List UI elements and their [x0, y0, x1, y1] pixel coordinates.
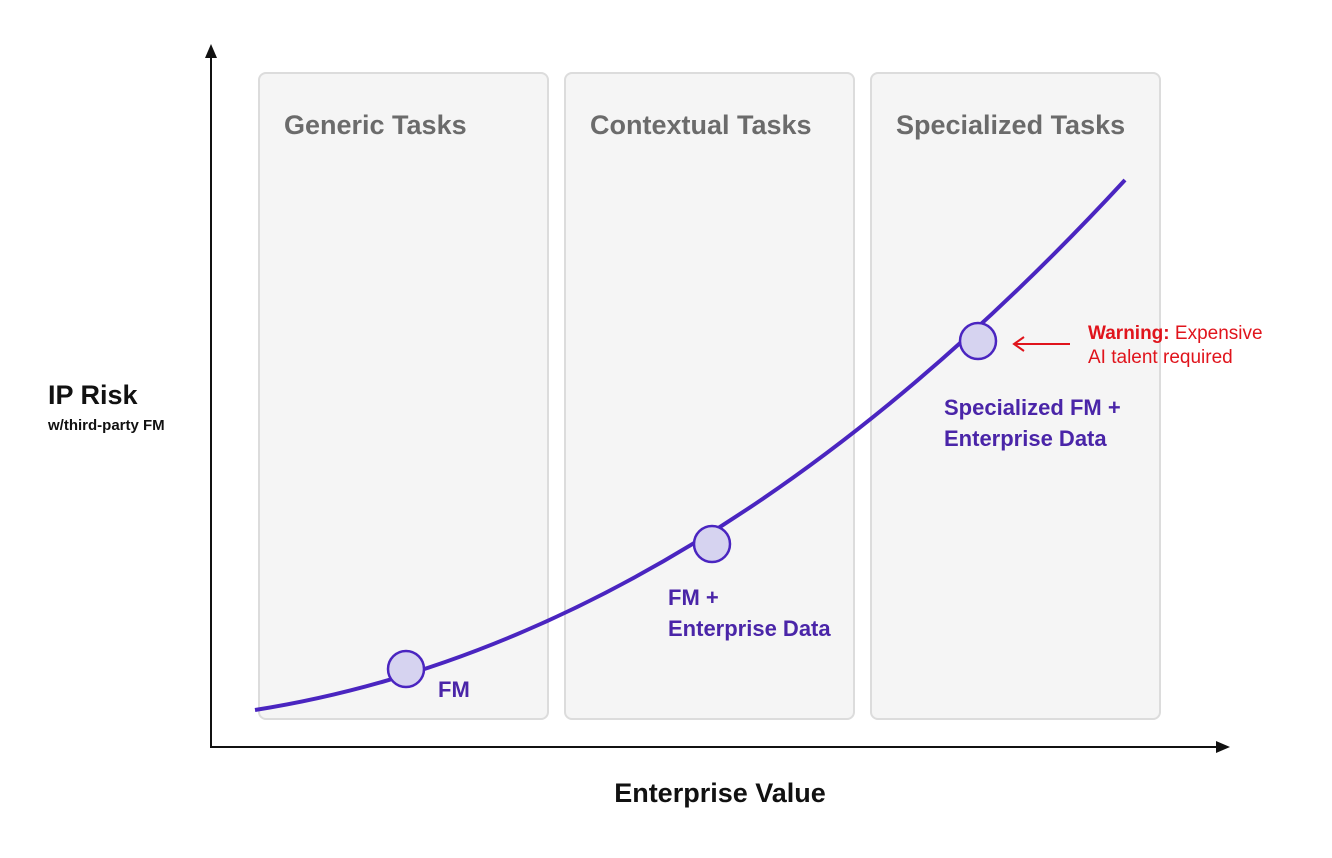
warning-prefix: Warning:	[1088, 323, 1170, 344]
column-specialized-tasks: Specialized Tasks	[870, 72, 1161, 720]
warning-text: Expensive	[1174, 323, 1263, 344]
column-title: Specialized Tasks	[896, 110, 1126, 140]
warning-arrow-head-icon	[1012, 336, 1025, 352]
column-title: Generic Tasks	[284, 110, 467, 140]
x-axis-title: Enterprise Value	[614, 778, 826, 808]
y-axis-arrow-icon	[205, 44, 217, 58]
point-label-fm: FM	[438, 674, 470, 705]
warning-note: Warning: Expensive AI talent required	[1088, 322, 1263, 370]
point-label-line: Specialized FM +	[944, 395, 1121, 420]
column-contextual-tasks: Contextual Tasks	[564, 72, 855, 720]
point-label-fm-enterprise-data: FM + Enterprise Data	[668, 582, 831, 644]
column-title: Contextual Tasks	[590, 110, 812, 140]
warning-text: AI talent required	[1088, 347, 1233, 368]
point-specialized-fm	[958, 321, 998, 361]
y-axis-title: IP Risk	[48, 380, 138, 410]
y-axis-subtitle: w/third-party FM	[48, 417, 165, 434]
point-label-line: FM	[438, 677, 470, 702]
y-axis-label: IP Risk w/third-party FM	[48, 380, 165, 434]
point-fm	[386, 649, 426, 689]
x-axis-arrow-icon	[1216, 741, 1230, 753]
column-generic-tasks: Generic Tasks	[258, 72, 549, 720]
point-fm-enterprise-data	[692, 524, 732, 564]
point-label-line: Enterprise Data	[944, 426, 1107, 451]
point-label-line: FM +	[668, 585, 719, 610]
point-label-line: Enterprise Data	[668, 616, 831, 641]
point-label-specialized-fm: Specialized FM + Enterprise Data	[944, 392, 1121, 454]
